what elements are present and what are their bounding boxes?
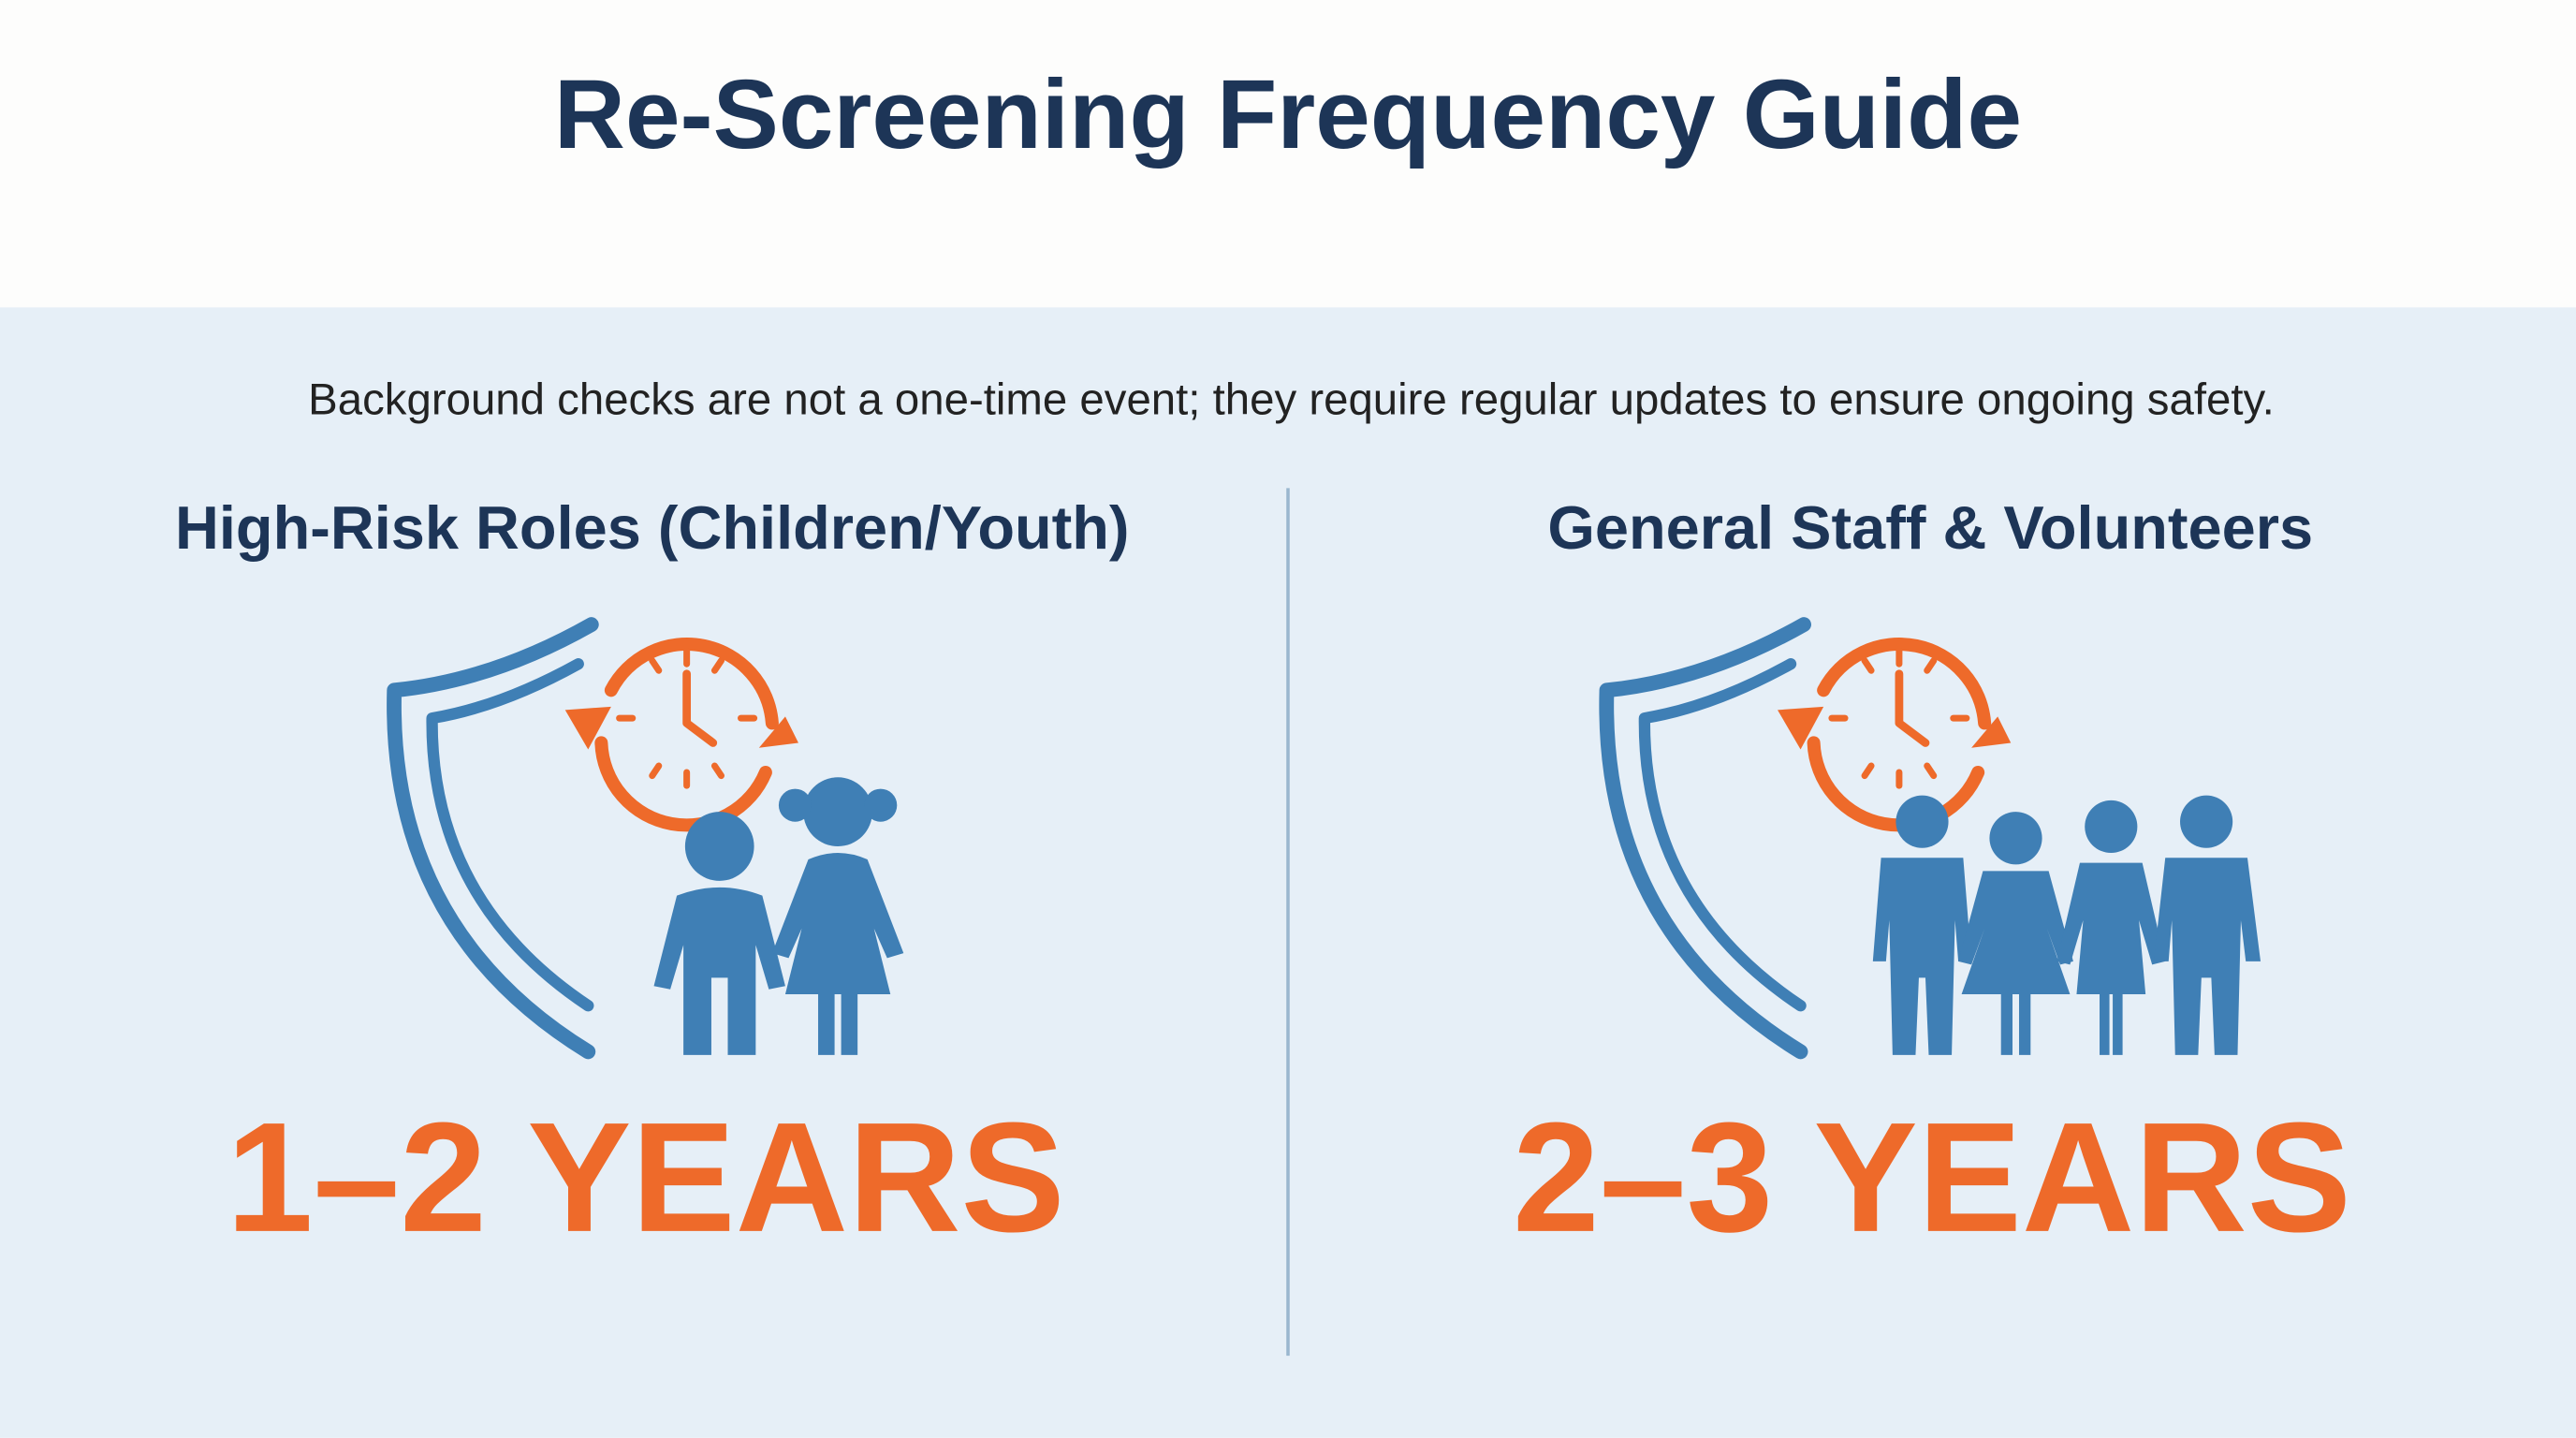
column-heading: High-Risk Roles (Children/Youth) [175, 493, 1130, 562]
intro: Background checks are not a one-time eve… [308, 375, 2275, 425]
column-heading: General Staff & Volunteers [1547, 493, 2313, 562]
header-band [0, 0, 2576, 308]
interval: 1–2 YEARS [227, 1091, 1065, 1265]
interval: 2–3 YEARS [1513, 1091, 2351, 1265]
title: Re-Screening Frequency Guide [554, 60, 2022, 169]
staff-icon [1606, 624, 2261, 1055]
youth-icon [394, 624, 904, 1055]
